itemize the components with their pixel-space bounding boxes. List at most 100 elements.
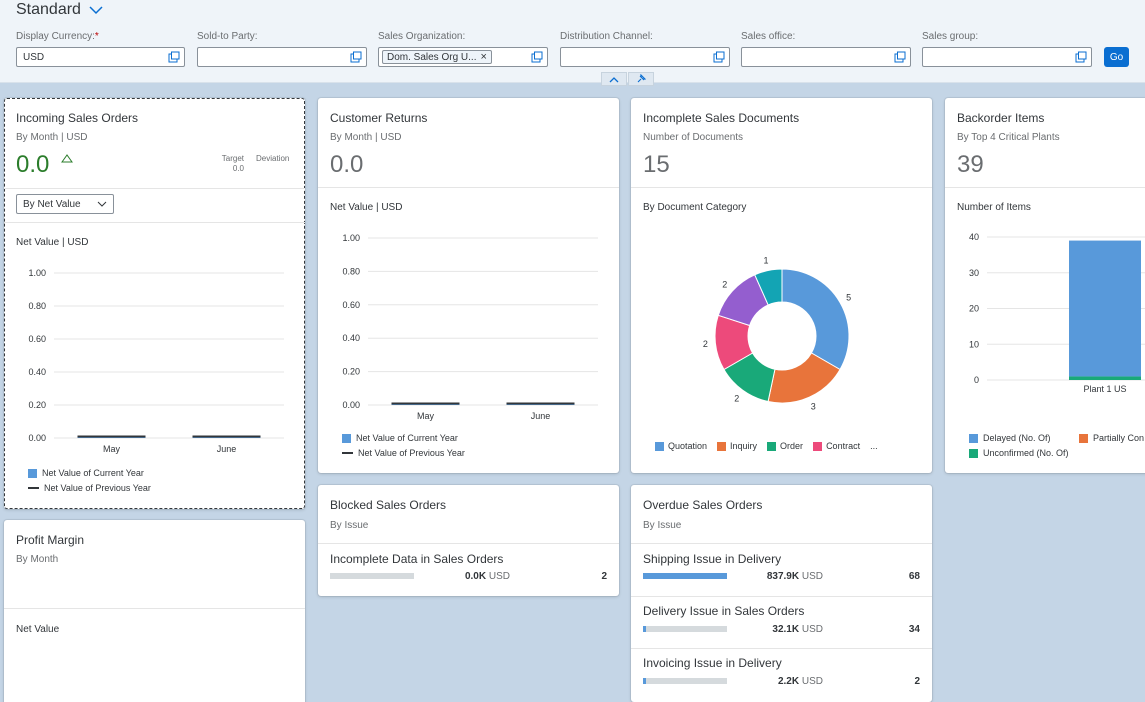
variant-name: Standard	[16, 1, 81, 18]
chevron-up-icon	[609, 76, 619, 82]
incoming-line-chart: 0.00 0.20 0.40 0.60 0.80 1.00 May June	[28, 268, 284, 454]
sales-group-input[interactable]	[922, 47, 1092, 67]
kpi-value: 15	[643, 151, 670, 178]
display-currency-value: USD	[23, 51, 45, 63]
value-help-icon[interactable]	[168, 51, 180, 63]
legend-swatch	[969, 448, 978, 458]
y-tick-label: 0.60	[342, 300, 360, 310]
divider	[4, 222, 305, 223]
y-tick-label: 0.60	[28, 334, 46, 344]
card-subtitle: By Issue	[330, 520, 369, 531]
card-subtitle: By Top 4 Critical Plants	[957, 132, 1060, 143]
item-progress-bar	[643, 573, 727, 579]
item-progress-fill	[643, 573, 727, 579]
divider	[4, 608, 305, 609]
donut-slice	[754, 268, 783, 306]
incoming-sales-orders-card[interactable]: Incoming Sales Orders By Month | USD 0.0…	[4, 98, 305, 509]
legend-current-year: Net Value of Current Year	[342, 433, 458, 443]
legend-item-order[interactable]: Order	[767, 441, 803, 451]
target-label: Target	[221, 154, 244, 163]
legend-label: Delayed (No. Of)	[983, 433, 1051, 443]
legend-swatch	[813, 441, 823, 451]
sold-to-party-label: Sold-to Party:	[197, 31, 258, 42]
pin-header-button[interactable]	[628, 72, 654, 86]
legend-item-partially-confirmed[interactable]: Partially Con	[1079, 433, 1144, 443]
backorder-items-card[interactable]: Backorder Items By Top 4 Critical Plants…	[945, 98, 1145, 473]
variant-selector[interactable]: Standard	[16, 1, 103, 19]
y-tick-label: 0	[974, 375, 979, 385]
sold-to-party-input[interactable]	[197, 47, 367, 67]
blocked-sales-orders-card[interactable]: Blocked Sales Orders By Issue Incomplete…	[318, 485, 619, 596]
collapse-header-button[interactable]	[601, 72, 627, 86]
value-help-icon[interactable]	[894, 51, 906, 63]
token-remove-icon[interactable]: ×	[480, 51, 487, 63]
legend-item-unconfirmed[interactable]: Unconfirmed (No. Of)	[969, 448, 1069, 458]
divider	[631, 187, 932, 188]
value-help-icon[interactable]	[1075, 51, 1087, 63]
distribution-channel-input[interactable]	[560, 47, 730, 67]
sales-office-input[interactable]	[741, 47, 911, 67]
profit-margin-card[interactable]: Profit Margin By Month Net Value	[4, 520, 305, 702]
overdue-sales-orders-card[interactable]: Overdue Sales Orders By Issue Shipping I…	[631, 485, 932, 702]
legend-swatch	[969, 433, 978, 443]
display-currency-input[interactable]: USD	[16, 47, 185, 67]
legend-previous-year: Net Value of Previous Year	[342, 448, 465, 458]
x-tick-label: May	[417, 411, 435, 421]
item-progress-fill	[643, 678, 646, 684]
incomplete-sales-documents-card[interactable]: Incomplete Sales Documents Number of Doc…	[631, 98, 932, 473]
legend-line	[342, 452, 353, 454]
item-label: Incomplete Data in Sales Orders	[330, 552, 504, 566]
y-tick-label: 0.20	[342, 367, 360, 377]
value-help-icon[interactable]	[350, 51, 362, 63]
pin-icon	[637, 74, 646, 83]
go-button[interactable]: Go	[1104, 47, 1129, 67]
value-help-icon[interactable]	[713, 51, 725, 63]
kpi-value: 39	[957, 151, 984, 178]
item-progress-bar	[643, 678, 727, 684]
item-amount: 32.1K USD	[772, 624, 823, 635]
item-amount: 0.0K USD	[464, 571, 510, 582]
y-tick-label: 0.20	[28, 400, 46, 410]
chevron-down-icon	[89, 6, 103, 15]
divider	[318, 543, 619, 544]
sales-org-token[interactable]: Dom. Sales Org U... ×	[382, 50, 492, 64]
deviation-label: Deviation	[256, 154, 290, 163]
x-tick-label: June	[531, 411, 551, 421]
legend-item-delayed[interactable]: Delayed (No. Of)	[969, 433, 1051, 443]
legend-swatch	[28, 468, 37, 478]
customer-returns-card[interactable]: Customer Returns By Month | USD 0.0 Net …	[318, 98, 619, 473]
document-category-donut-chart: 5 3 2 2 2 1	[703, 256, 851, 412]
slice-value-label: 2	[722, 279, 727, 289]
measure-dropdown[interactable]: By Net Value	[16, 194, 114, 214]
card-title: Overdue Sales Orders	[643, 498, 763, 512]
legend-label: Partially Con	[1093, 433, 1145, 443]
item-progress-bar	[330, 573, 414, 579]
sales-office-label: Sales office:	[741, 31, 796, 42]
card-title: Incoming Sales Orders	[16, 111, 139, 125]
legend-swatch	[1079, 433, 1088, 443]
sales-organization-input[interactable]: Dom. Sales Org U... ×	[378, 47, 548, 67]
legend-item-contract[interactable]: Contract	[813, 441, 860, 451]
item-amount: 2.2K USD	[777, 676, 823, 687]
item-count: 68	[908, 571, 920, 582]
legend-current-year: Net Value of Current Year	[28, 468, 144, 478]
kpi-value: 0.0	[330, 151, 364, 178]
card-subtitle: By Month	[16, 554, 59, 565]
legend-item-inquiry[interactable]: Inquiry	[717, 441, 757, 451]
item-count: 2	[601, 571, 607, 582]
legend-label: Quotation	[668, 441, 708, 451]
legend-swatch	[342, 433, 351, 443]
value-help-icon[interactable]	[531, 51, 543, 63]
y-tick-label: 20	[969, 304, 979, 314]
divider	[631, 648, 932, 649]
item-label: Delivery Issue in Sales Orders	[643, 604, 805, 618]
legend-more[interactable]: ...	[870, 441, 878, 451]
y-tick-label: 1.00	[28, 268, 46, 278]
x-tick-label: Plant 1 US	[1083, 384, 1126, 394]
item-count: 2	[914, 676, 920, 687]
display-currency-label: Display Currency:*	[16, 31, 99, 42]
legend-item-quotation[interactable]: Quotation	[655, 441, 707, 451]
y-tick-label: 10	[969, 339, 979, 349]
item-count: 34	[908, 624, 920, 635]
card-title: Customer Returns	[330, 111, 428, 125]
